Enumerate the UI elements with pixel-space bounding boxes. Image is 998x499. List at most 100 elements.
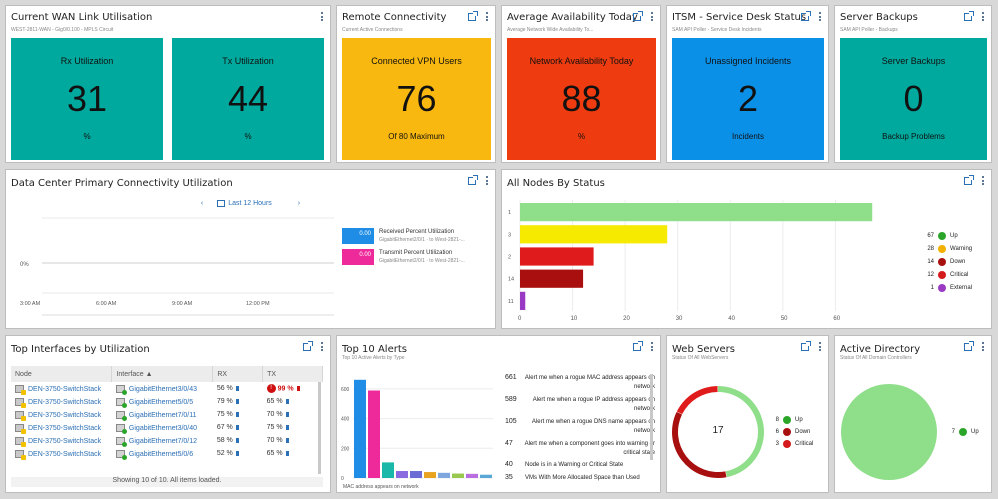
legend-label: Warning [950, 246, 973, 252]
tile-unit: Backup Problems [882, 132, 945, 141]
next-range-button[interactable]: › [297, 200, 301, 208]
rx-value: 58 % [216, 437, 233, 444]
prev-range-button[interactable]: ‹ [200, 200, 204, 208]
column-header-node[interactable]: Node [11, 366, 113, 382]
column-header-interface[interactable]: Interface ▲ [111, 366, 214, 382]
popout-icon[interactable] [964, 10, 974, 21]
node-link[interactable]: DEN-3750-SwitchStack [28, 450, 102, 458]
rx-value: 56 % [216, 385, 233, 392]
x-tick: 60 [833, 316, 840, 322]
interface-link[interactable]: GigabitEthernet5/0/6 [128, 450, 194, 458]
alert-list-scrollbar[interactable] [650, 374, 653, 460]
y-tick: 14 [508, 277, 514, 283]
table-row[interactable]: DEN-3750-SwitchStack GigabitEthernet7/0/1… [11, 408, 323, 421]
web-donut-chart [672, 386, 764, 478]
node-link[interactable]: DEN-3750-SwitchStack [28, 385, 102, 393]
alert-count: 40 [505, 461, 513, 468]
widget-subtitle: Current Active Connections [342, 27, 403, 33]
table-scrollbar[interactable] [318, 382, 321, 474]
menu-icon[interactable] [486, 176, 489, 185]
interface-link[interactable]: GigabitEthernet3/0/43 [128, 385, 198, 393]
legend-count: 67 [927, 233, 934, 239]
alert-count: 47 [505, 440, 513, 447]
node-link[interactable]: DEN-3750-SwitchStack [28, 424, 102, 432]
popout-icon[interactable] [801, 10, 811, 21]
rx-bar [235, 385, 239, 391]
widget-top-alerts: Top 10 Alerts Top 10 Active Alerts by Ty… [336, 335, 661, 493]
rx-value: 75 % [216, 411, 233, 418]
alert-row[interactable]: 35 VMs With More Allocated Space than Use… [505, 474, 655, 483]
alert-text: Alert me when a component goes into warn… [524, 441, 655, 456]
column-header-rx[interactable]: RX [212, 366, 264, 382]
alert-row[interactable]: 40 Node is in a Warning or Critical State [505, 461, 655, 470]
time-range-nav: ‹ Last 12 Hours › [6, 200, 495, 207]
widget-subtitle: Status Of All WebServers [672, 355, 729, 361]
tx-value: 65 % [266, 450, 283, 457]
popout-icon[interactable] [468, 174, 478, 185]
menu-icon[interactable] [819, 342, 822, 351]
tile-rx[interactable]: Rx Utilization 31 % [11, 38, 163, 160]
popout-icon[interactable] [801, 340, 811, 351]
legend-item: 14 Down [922, 258, 965, 266]
alert-row[interactable]: 661 Alert me when a rogue MAC address app… [505, 374, 655, 392]
tile-value: 88 [561, 78, 602, 119]
table-row[interactable]: DEN-3750-SwitchStack GigabitEthernet5/0/6… [11, 447, 323, 460]
menu-icon[interactable] [982, 12, 985, 21]
table-row[interactable]: DEN-3750-SwitchStack GigabitEthernet5/0/5… [11, 395, 323, 408]
status-bar [520, 225, 668, 244]
widget-subtitle: SAM API Poller - Backups [840, 27, 898, 33]
node-link[interactable]: DEN-3750-SwitchStack [28, 411, 102, 419]
rx-bar [235, 411, 239, 417]
legend-count: 12 [927, 272, 934, 278]
widget-title: Active Directory [840, 344, 921, 355]
time-range-label[interactable]: Last 12 Hours [228, 200, 272, 208]
menu-icon[interactable] [651, 342, 654, 351]
menu-icon[interactable] [982, 176, 985, 185]
popout-icon[interactable] [964, 340, 974, 351]
menu-icon[interactable] [486, 12, 489, 21]
column-header-tx[interactable]: TX [262, 366, 323, 382]
popout-icon[interactable] [468, 10, 478, 21]
rx-bar [235, 424, 239, 430]
interfaces-table: Node Interface ▲ RX TX DEN-3750-SwitchSt… [11, 366, 323, 460]
node-link[interactable]: DEN-3750-SwitchStack [28, 398, 102, 406]
interface-link[interactable]: GigabitEthernet5/0/5 [128, 398, 194, 406]
popout-icon[interactable] [303, 340, 313, 351]
calendar-icon[interactable] [217, 200, 226, 207]
legend-count: 14 [927, 259, 934, 265]
y-tick: 11 [508, 299, 514, 305]
interface-link[interactable]: GigabitEthernet7/0/12 [128, 437, 198, 445]
menu-icon[interactable] [819, 12, 822, 21]
popout-icon[interactable] [964, 174, 974, 185]
menu-icon[interactable] [982, 342, 985, 351]
table-row[interactable]: DEN-3750-SwitchStack GigabitEthernet7/0/1… [11, 434, 323, 447]
status-bar [520, 269, 584, 288]
tile-label: Network Availability Today [529, 56, 634, 66]
popout-icon[interactable] [633, 340, 643, 351]
menu-icon[interactable] [321, 342, 324, 351]
interface-link[interactable]: GigabitEthernet3/0/40 [128, 424, 198, 432]
alert-row[interactable]: 47 Alert me when a component goes into wa… [505, 440, 655, 458]
node-link[interactable]: DEN-3750-SwitchStack [28, 437, 102, 445]
table-row[interactable]: DEN-3750-SwitchStack GigabitEthernet3/0/4… [11, 421, 323, 434]
rx-bar [235, 398, 239, 404]
tile-tx[interactable]: Tx Utilization 44 % [172, 38, 324, 160]
popout-icon[interactable] [633, 10, 643, 21]
tile-vpn-users[interactable]: Connected VPN Users 76 Of 80 Maximum [342, 38, 491, 160]
menu-icon[interactable] [321, 12, 324, 21]
status-bar [520, 247, 594, 266]
interface-link[interactable]: GigabitEthernet7/0/11 [128, 411, 197, 419]
alert-row[interactable]: 589 Alert me when a rogue IP address appe… [505, 396, 655, 414]
status-bar [520, 291, 526, 310]
menu-icon[interactable] [651, 12, 654, 21]
tile-unassigned-incidents[interactable]: Unassigned Incidents 2 Incidents [672, 38, 824, 160]
alert-bar [466, 473, 478, 478]
table-row[interactable]: DEN-3750-SwitchStack GigabitEthernet3/0/4… [11, 382, 323, 395]
tile-backup-problems[interactable]: Server Backups 0 Backup Problems [840, 38, 987, 160]
node-status-icon [15, 436, 26, 447]
alert-row[interactable]: 105 Alert me when a rogue DNS name appear… [505, 418, 655, 436]
alert-text: Alert me when a rogue IP address appears… [532, 397, 655, 412]
alert-bar [396, 471, 408, 478]
widget-subtitle: WEST-2811-WAN - Gig0/0.100 - MPLS Circui… [11, 27, 114, 33]
tile-network-availability[interactable]: Network Availability Today 88 % [507, 38, 656, 160]
